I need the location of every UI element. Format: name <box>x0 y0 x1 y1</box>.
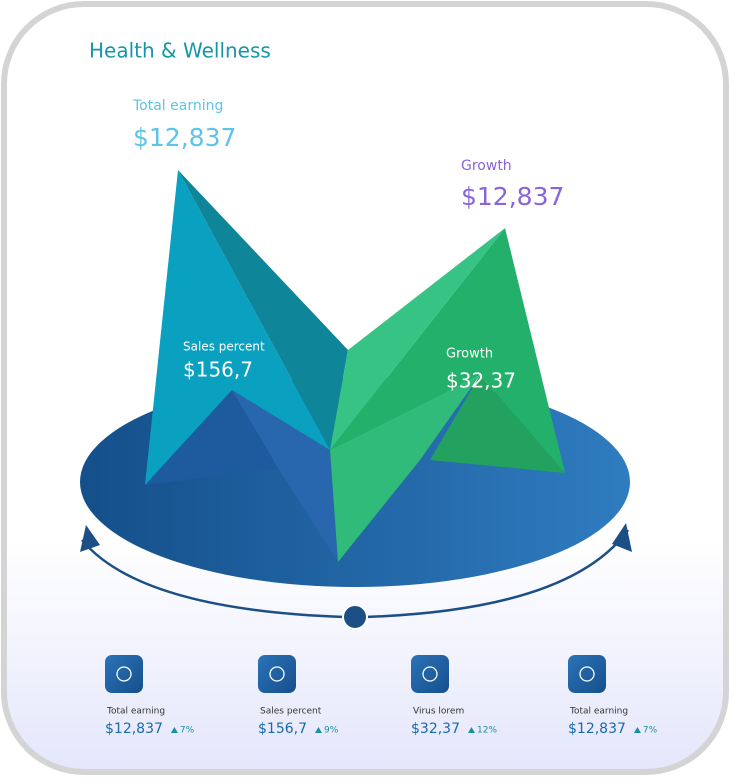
stat-change: 9% <box>324 726 339 736</box>
stat-up <box>170 727 178 733</box>
stat-change: 7% <box>180 726 195 736</box>
stat-up <box>468 727 475 733</box>
stats: Total earning $12,837 7% Sales percent $156,… <box>105 655 658 737</box>
stat-icon <box>411 655 449 693</box>
stat-value: $156,7 <box>258 721 307 737</box>
shape <box>145 170 565 562</box>
callout-label: Growth <box>446 347 493 362</box>
stat-icon-glyph <box>269 666 285 682</box>
stat-icon-glyph <box>116 666 132 682</box>
stat-change: 7% <box>643 726 658 736</box>
stat-up <box>315 727 322 733</box>
stat-value: $12,837 <box>568 721 626 737</box>
stat-icon <box>105 655 143 693</box>
stat-value: $12,837 <box>105 721 163 737</box>
callout-value: $12,837 <box>133 123 236 152</box>
stat-icon <box>258 655 296 693</box>
arrow <box>81 529 630 619</box>
stat-label: Virus lorem <box>413 707 464 717</box>
callout-value: $12,837 <box>461 182 564 211</box>
callout-value: $32,37 <box>446 369 516 393</box>
callout-value: $156,7 <box>183 358 253 382</box>
stat-icon-glyph <box>422 666 438 682</box>
callout-label: Sales percent <box>183 340 265 354</box>
callout-label: Total earning <box>132 98 223 114</box>
stat-up <box>633 727 641 733</box>
stat-label: Sales percent <box>260 707 322 717</box>
arrow-head <box>80 525 100 552</box>
knob <box>342 604 368 630</box>
stat-label: Total earning <box>106 707 165 717</box>
stat-label: Total earning <box>569 707 628 717</box>
stat-icon-glyph <box>579 666 595 682</box>
arrow-head <box>612 523 632 552</box>
stat-value: $32,37 <box>411 721 460 737</box>
stat-icon <box>568 655 606 693</box>
stat-change: 12% <box>477 726 497 736</box>
callout-label: Growth <box>461 158 512 174</box>
title: Health & Wellness <box>89 39 271 63</box>
